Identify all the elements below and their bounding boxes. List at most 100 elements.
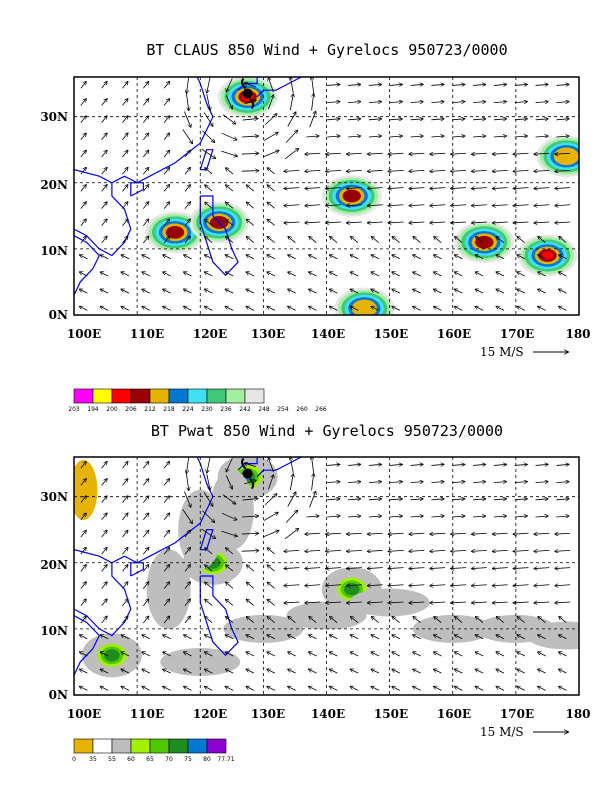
wind-vector <box>455 635 463 640</box>
colorbar-swatch <box>244 388 265 404</box>
wind-vector <box>312 457 315 474</box>
wind-vector <box>101 133 107 141</box>
wind-vector <box>371 306 380 311</box>
wind-vector <box>101 219 107 227</box>
wind-vector <box>492 533 508 534</box>
wind-vector <box>410 119 423 120</box>
wind-vector <box>559 255 567 260</box>
wind-vector <box>184 289 192 294</box>
wind-vector <box>284 568 300 569</box>
wind-vector <box>371 652 380 657</box>
wind-vector <box>330 686 338 691</box>
wind-vector <box>203 112 213 126</box>
wind-vector <box>288 652 296 657</box>
panel-claus: BT CLAUS 850 Wind + Gyrelocs 950723/0000… <box>40 41 590 413</box>
moisture-band <box>526 621 579 650</box>
wind-vector <box>163 616 169 624</box>
wind-vector <box>163 513 169 521</box>
colorbar-swatch <box>73 388 94 404</box>
cyclone-arms <box>241 457 255 490</box>
wind-vector <box>101 150 107 158</box>
wind-vector <box>351 617 359 623</box>
wind-vector <box>368 205 383 206</box>
wind-vector <box>186 457 190 474</box>
wind-vector <box>410 84 423 85</box>
wind-vector <box>122 479 127 486</box>
wind-vector <box>184 272 192 277</box>
wind-vector <box>205 617 213 623</box>
x-tick-120e-2: 120E <box>193 707 227 721</box>
wind-vector <box>455 686 463 691</box>
colorbar-swatch <box>92 738 113 754</box>
wind-vector <box>388 205 404 206</box>
wind-vector <box>534 585 550 586</box>
wind-vector <box>455 272 463 277</box>
wind-vector <box>100 652 109 657</box>
wind-vector <box>559 237 567 243</box>
wind-vector <box>371 255 380 260</box>
wind-vector <box>559 617 567 623</box>
wind-vector <box>184 306 192 311</box>
wind-vector <box>80 669 88 674</box>
wind-vector <box>202 130 214 142</box>
wind-vector <box>163 133 169 141</box>
wind-vector <box>309 289 317 294</box>
coastline-segment <box>130 182 144 197</box>
wind-vector <box>305 153 321 154</box>
wind-vector <box>186 77 190 94</box>
wind-vector <box>559 635 567 640</box>
wind-vector <box>143 236 148 244</box>
wind-vector <box>143 513 148 521</box>
wind-vector <box>288 635 296 640</box>
wind-vector <box>368 464 381 465</box>
colorbar-swatch <box>225 388 246 404</box>
wind-vector <box>205 255 213 260</box>
wind-vector <box>493 516 506 517</box>
wind-vector <box>473 84 485 85</box>
wind-vector <box>205 272 213 277</box>
wind-vector <box>267 617 275 623</box>
wind-vector <box>184 635 192 640</box>
wind-vector <box>284 550 300 551</box>
y-tick-0n-2: 0N <box>49 688 68 702</box>
colorbar-label: 218 <box>163 406 175 413</box>
wind-vector <box>205 289 213 294</box>
wind-vector <box>513 170 529 171</box>
cyclone-center <box>242 88 253 99</box>
wind-vector <box>205 185 213 192</box>
wind-vector <box>267 219 275 226</box>
y-tick-20n-1: 20N <box>40 178 68 192</box>
wind-vector <box>101 82 107 89</box>
wind-vector <box>80 168 86 175</box>
x-tick-110e-1: 110E <box>130 327 164 341</box>
x-tick-160e-1: 160E <box>437 327 471 341</box>
wind-vector <box>263 132 278 141</box>
wind-vector <box>452 102 464 103</box>
wind-vector <box>368 153 383 154</box>
wind-vector <box>350 289 359 294</box>
wind-vector <box>184 236 190 244</box>
wind-vector <box>534 568 550 569</box>
colorbar-label: 0 <box>72 756 76 763</box>
wind-vector <box>434 255 442 260</box>
wind-vector <box>389 499 402 500</box>
wind-vector <box>517 686 525 691</box>
wind-vector <box>556 516 568 517</box>
wind-vector <box>371 669 380 674</box>
wind-vector <box>184 582 190 589</box>
wind-vector <box>241 533 259 534</box>
wind-vector <box>472 188 487 189</box>
wind-vector <box>409 188 425 189</box>
wind-vector <box>347 153 362 154</box>
coastline-segment <box>74 182 132 257</box>
wind-vector <box>143 462 148 469</box>
wind-vector <box>368 550 383 551</box>
wind-vector <box>267 582 275 589</box>
wind-vector <box>205 599 213 606</box>
wind-vector <box>517 306 525 311</box>
wind-vector <box>205 306 213 311</box>
wind-vector <box>410 499 423 500</box>
colorbar-label: 55 <box>108 756 116 763</box>
wind-vector <box>371 289 380 294</box>
